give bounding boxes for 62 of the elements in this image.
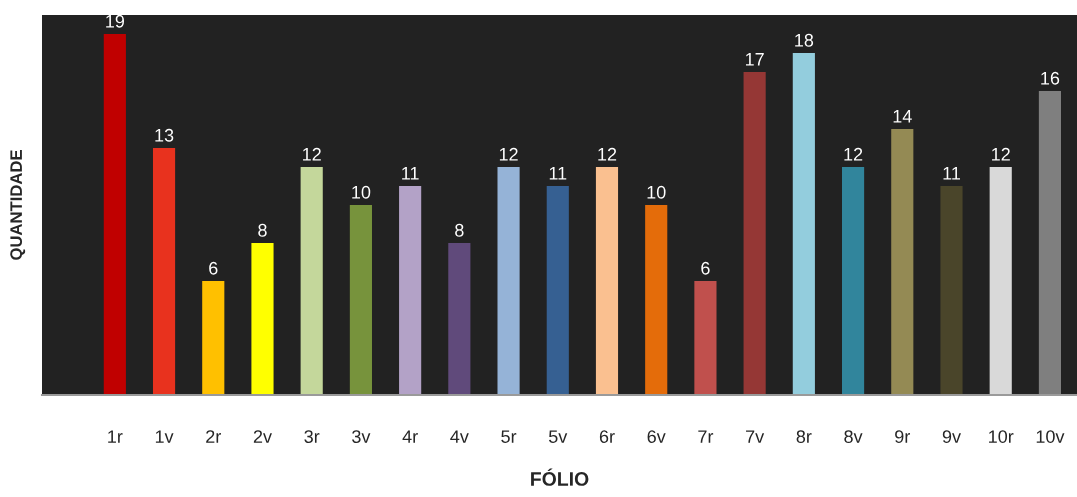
bar <box>1038 91 1061 395</box>
x-tick-label: 4v <box>450 430 469 443</box>
data-label: 12 <box>499 147 518 161</box>
bar <box>743 72 766 395</box>
data-label: 12 <box>844 147 863 161</box>
x-tick-label: 8r <box>796 430 812 443</box>
bar <box>891 129 914 395</box>
x-tick-label: 10v <box>1036 430 1065 443</box>
data-label: 8 <box>455 223 464 237</box>
data-label: 12 <box>992 147 1010 161</box>
data-label: 6 <box>209 261 218 275</box>
x-tick-label: 9v <box>942 430 961 443</box>
x-tick-label: 7r <box>698 430 714 443</box>
bar <box>595 167 619 395</box>
bar <box>349 205 372 395</box>
data-label: 12 <box>303 147 321 161</box>
x-tick-label: 2v <box>253 430 272 443</box>
data-label: 14 <box>893 110 912 123</box>
bar <box>251 243 274 395</box>
x-tick-label: 6r <box>599 430 615 443</box>
x-tick-label: 3r <box>304 430 320 443</box>
data-label: 11 <box>943 167 960 180</box>
data-label: 17 <box>745 53 764 66</box>
bar <box>152 148 176 395</box>
bar <box>940 186 963 395</box>
bar <box>448 243 471 395</box>
x-tick-label: 7v <box>746 430 765 443</box>
data-label: 18 <box>795 33 814 47</box>
x-tick-label: 1r <box>108 430 123 443</box>
bar <box>694 281 717 395</box>
data-label: 6 <box>701 261 710 275</box>
bar <box>546 186 569 395</box>
data-label: 10 <box>352 185 371 199</box>
x-tick-label: 3v <box>352 430 371 443</box>
x-tick-label: 10r <box>989 430 1014 443</box>
data-label: 12 <box>598 147 617 161</box>
bar <box>399 186 422 395</box>
x-tick-label: 1v <box>155 430 174 443</box>
bar <box>989 167 1012 395</box>
x-axis-title: FÓLIO <box>531 468 589 486</box>
bar <box>645 205 668 395</box>
x-tick-label: 9r <box>895 430 911 443</box>
bar <box>497 167 520 395</box>
data-label: 13 <box>155 128 174 142</box>
x-tick-label: 5r <box>501 430 517 443</box>
bar <box>792 53 815 395</box>
bar <box>300 167 323 395</box>
x-tick-label: 2r <box>206 430 221 443</box>
bar <box>103 34 126 395</box>
bar <box>202 281 225 395</box>
x-tick-label: 4r <box>402 430 418 443</box>
bar <box>842 167 865 395</box>
data-label: 19 <box>106 14 125 28</box>
data-label: 10 <box>647 185 666 199</box>
x-tick-label: 8v <box>844 430 863 443</box>
data-label: 16 <box>1041 71 1060 85</box>
x-tick-label: 5v <box>548 430 568 443</box>
x-tick-label: 6v <box>647 430 666 443</box>
data-label: 11 <box>549 167 567 180</box>
data-label: 8 <box>258 223 267 237</box>
y-axis-title: QUANTIDADE <box>10 150 26 260</box>
data-label: 11 <box>402 167 419 180</box>
